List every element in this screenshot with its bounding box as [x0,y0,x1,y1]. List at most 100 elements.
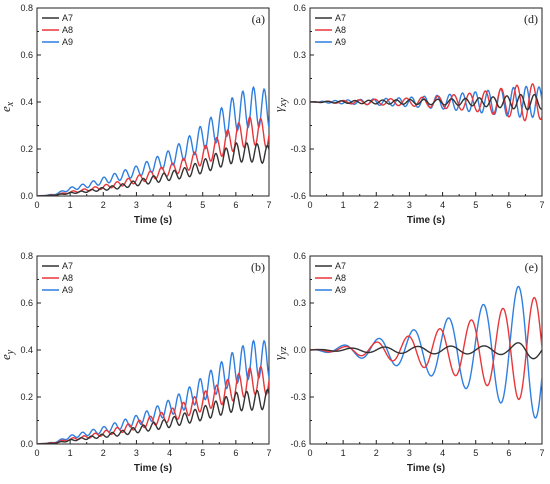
series-group [37,85,269,196]
x-tick-label: 5 [200,200,205,210]
legend-label: A8 [335,25,346,35]
series-group [310,285,542,419]
chart-panel-b: 0 1 2 3 4 5 6 7 0.0 0.2 0.4 0.6 0.8 Time (s) ey (b) A7 A8… [0,251,272,474]
legend-label: A9 [62,37,73,47]
y-tick-label: 0.0 [293,97,306,107]
y-axis-title: ey [0,349,16,360]
x-tick-label: 6 [506,200,511,210]
x-tick-label: 5 [473,200,478,210]
x-tick-label: 7 [266,448,271,458]
y-tick-label: 0.3 [293,50,306,60]
x-tick-label: 1 [341,448,346,458]
series-line-a9 [37,85,269,196]
x-tick-label: 6 [233,448,238,458]
x-tick-label: 3 [134,448,139,458]
legend: A7 A8 A9 [42,13,73,47]
x-tick-label: 0 [307,448,312,458]
y-tick-label: 0.2 [20,144,33,154]
x-tick-label: 1 [68,448,73,458]
legend: A7 A8 A9 [315,261,346,295]
legend-label: A7 [335,13,346,23]
y-tick-label: -0.6 [290,439,306,449]
x-tick-label: 1 [68,200,73,210]
y-tick-label: 0.3 [293,298,306,308]
legend-label: A9 [335,37,346,47]
y-axis-subscript: xy [278,97,289,107]
legend-label: A9 [335,285,346,295]
legend-label: A7 [62,261,73,271]
y-axis-subscript: y [5,349,16,355]
series-line-a9 [310,85,542,119]
y-tick-label: 0.4 [20,345,33,355]
y-axis-title: γxy [271,97,289,112]
legend-label: A8 [335,273,346,283]
chart-panel-e: 0 1 2 3 4 5 6 7 -0.6 -0.3 0.0 0.3 0.6 Time (s) γyz (e) A… [271,251,545,474]
y-tick-label: 0.0 [293,345,306,355]
y-tick-label: -0.3 [290,392,306,402]
x-tick-label: 7 [539,448,544,458]
x-tick-label: 7 [539,200,544,210]
y-tick-label: 0.6 [293,3,306,13]
x-tick-label: 2 [101,448,106,458]
legend-label: A8 [62,273,73,283]
panel-label: (a) [252,12,265,26]
x-tick-label: 3 [407,448,412,458]
legend: A7 A8 A9 [315,13,346,47]
y-tick-label: 0.6 [20,298,33,308]
y-tick-label: 0.8 [20,3,33,13]
y-tick-label: 0.2 [20,392,33,402]
y-axis-title: γyz [271,346,289,360]
x-axis-title: Time (s) [134,463,172,474]
x-tick-label: 0 [34,448,39,458]
x-tick-label: 3 [134,200,139,210]
y-axis-subscript: x [5,101,16,107]
x-axis-title: Time (s) [134,215,172,226]
x-tick-label: 4 [440,448,445,458]
x-tick-label: 2 [101,200,106,210]
legend-label: A7 [335,261,346,271]
y-tick-label: 0.0 [20,439,33,449]
series-group [37,339,269,444]
series-line-a8 [37,116,269,196]
x-tick-label: 0 [34,200,39,210]
series-line-a7 [37,141,269,196]
x-tick-label: 4 [440,200,445,210]
x-axis-title: Time (s) [407,463,445,474]
x-tick-label: 2 [374,448,379,458]
x-tick-label: 3 [407,200,412,210]
legend: A7 A8 A9 [42,261,73,295]
chart-panel-d: 0 1 2 3 4 5 6 7 -0.6 -0.3 0.0 0.3 0.6 Time (s) γxy (d) A… [271,3,545,226]
x-tick-label: 6 [506,448,511,458]
x-tick-label: 5 [200,448,205,458]
y-tick-label: -0.3 [290,144,306,154]
series-line-a7 [37,388,269,444]
series-line-a7 [310,342,542,360]
x-tick-label: 4 [167,200,172,210]
x-tick-label: 5 [473,448,478,458]
series-line-a8 [310,296,542,401]
y-tick-label: 0.8 [20,251,33,261]
x-tick-label: 7 [266,200,271,210]
y-tick-label: 0.6 [20,50,33,60]
x-axis-title: Time (s) [407,215,445,226]
x-tick-label: 2 [374,200,379,210]
panel-label: (d) [524,12,538,26]
chart-panel-a: 0 1 2 3 4 5 6 7 0.0 0.2 0.4 0.6 0.8 Time (s) ex (a) A7 A8… [0,3,272,226]
panel-label: (b) [251,260,265,274]
series-line-a7 [310,93,542,111]
y-tick-label: 0.6 [293,251,306,261]
y-tick-label: -0.6 [290,191,306,201]
x-tick-label: 0 [307,200,312,210]
x-tick-label: 6 [233,200,238,210]
legend-label: A8 [62,25,73,35]
series-line-a8 [37,365,269,444]
panel-label: (e) [525,260,538,274]
legend-label: A9 [62,285,73,295]
series-line-a9 [37,339,269,444]
y-axis-subscript: yz [278,346,289,355]
legend-label: A7 [62,13,73,23]
x-tick-label: 1 [341,200,346,210]
y-axis-title: ex [0,101,16,112]
y-tick-label: 0.0 [20,191,33,201]
